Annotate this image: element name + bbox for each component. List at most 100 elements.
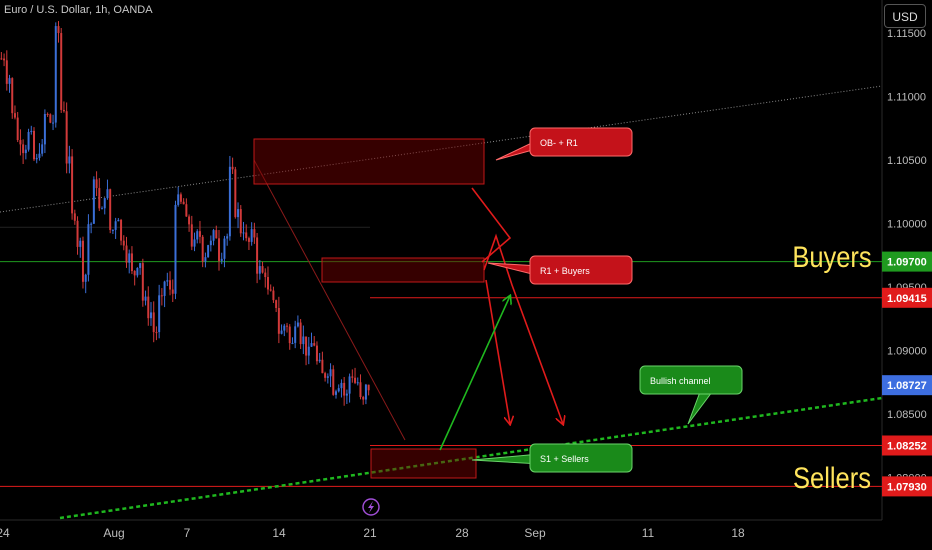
candle-body xyxy=(261,266,264,273)
candle-body xyxy=(11,78,14,114)
x-tick-label: 18 xyxy=(731,526,745,540)
y-tick-label: 1.10000 xyxy=(887,219,927,231)
candle-body xyxy=(68,156,71,164)
candle-body xyxy=(364,384,367,400)
callout-s1-sellers-label: S1 + Sellers xyxy=(540,454,589,464)
y-tick-label: 1.09000 xyxy=(887,346,927,358)
currency-button[interactable]: USD xyxy=(884,4,926,28)
candle-body xyxy=(231,166,234,170)
candle-body xyxy=(313,343,316,346)
candle-body xyxy=(337,388,340,392)
candle-body xyxy=(76,220,79,247)
candle-body xyxy=(182,201,185,205)
candle-body xyxy=(321,359,324,374)
candle-body xyxy=(207,245,210,258)
candle-body xyxy=(41,144,44,154)
candle-body xyxy=(332,369,335,395)
candle-body xyxy=(24,149,27,154)
candle-body xyxy=(196,231,199,240)
candle-body xyxy=(149,312,152,319)
r1-buyers-zone xyxy=(321,257,485,283)
candle-body xyxy=(299,322,302,345)
candle-body xyxy=(109,189,112,230)
candle-body xyxy=(38,153,41,158)
y-tick-label: 1.11000 xyxy=(887,92,926,104)
price-tag xyxy=(882,476,932,497)
candle-body xyxy=(367,384,370,391)
candle-body xyxy=(65,111,68,164)
candle-body xyxy=(16,117,19,141)
candle-body xyxy=(95,179,98,189)
candle-body xyxy=(13,113,16,118)
candle-body xyxy=(111,229,114,231)
candle-body xyxy=(223,238,226,259)
candle-body xyxy=(87,224,90,275)
buyers-label: Buyers xyxy=(792,240,871,273)
candle-body xyxy=(92,179,95,224)
candle-body xyxy=(264,272,267,278)
x-tick-label: 21 xyxy=(363,526,377,540)
candle-body xyxy=(198,231,201,237)
candle-body xyxy=(326,376,329,378)
candle-body xyxy=(179,194,182,202)
candle-body xyxy=(98,188,101,209)
candle-body xyxy=(152,312,155,333)
candle-body xyxy=(177,194,180,205)
candle-body xyxy=(128,253,131,263)
candle-body xyxy=(155,332,158,334)
flash-icon[interactable] xyxy=(362,498,380,516)
candle-body xyxy=(247,238,250,242)
candle-body xyxy=(266,277,269,290)
x-tick-label: 14 xyxy=(272,526,286,540)
descending-trendline xyxy=(253,159,406,441)
candle-body xyxy=(43,113,46,145)
candle-body xyxy=(359,382,362,398)
candle-body xyxy=(166,280,169,282)
ob-r1-zone xyxy=(253,138,485,185)
candle-body xyxy=(35,157,38,160)
candle-body xyxy=(160,295,163,297)
candle-body xyxy=(305,336,308,356)
callout-s1-sellers-box xyxy=(529,443,633,473)
candle-body xyxy=(288,326,291,344)
candle-body xyxy=(307,346,310,356)
candle-body xyxy=(185,204,188,217)
candle-body xyxy=(163,281,166,296)
candle-body xyxy=(250,229,253,242)
red-arrow-path xyxy=(471,187,512,263)
flash-icon-circle xyxy=(362,498,380,516)
candle-body xyxy=(139,263,142,268)
candle-body xyxy=(245,232,248,239)
candle-body xyxy=(169,280,172,290)
candle-body xyxy=(122,240,125,246)
flash-icon-bolt xyxy=(368,501,374,513)
candle-body xyxy=(334,391,337,395)
candle-body xyxy=(356,382,359,384)
candle-body xyxy=(212,230,215,241)
candle-body xyxy=(209,240,212,246)
candle-body xyxy=(130,253,133,271)
x-tick-label: 7 xyxy=(184,526,191,540)
candle-body xyxy=(204,257,207,262)
candle-body xyxy=(133,270,136,276)
candle-body xyxy=(310,343,313,347)
y-tick-label: 1.11500 xyxy=(887,28,926,40)
sellers-label: Sellers xyxy=(793,461,871,494)
candle-body xyxy=(46,113,49,115)
candle-body xyxy=(272,290,275,301)
y-tick-label: 1.10500 xyxy=(887,155,927,167)
green-arrow xyxy=(439,296,510,451)
candle-body xyxy=(362,397,365,400)
price-tag-label: 1.09700 xyxy=(887,257,927,269)
candle-body xyxy=(256,237,259,274)
candle-body xyxy=(351,376,354,378)
candle-body xyxy=(117,219,120,222)
price-tag-label: 1.07930 xyxy=(887,481,927,493)
candle-body xyxy=(237,209,240,218)
candle-body xyxy=(103,198,106,209)
candle-body xyxy=(258,266,261,274)
candle-body xyxy=(190,224,193,247)
x-tick-label: 11 xyxy=(642,526,655,540)
candle-body xyxy=(5,60,8,84)
